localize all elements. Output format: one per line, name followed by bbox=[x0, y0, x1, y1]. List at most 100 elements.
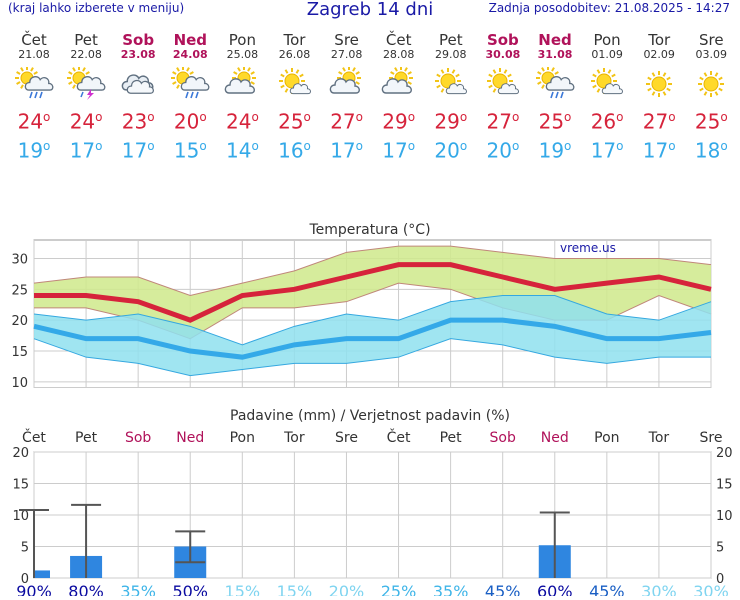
max-temp-band-upper bbox=[33, 245, 712, 297]
day-name: Pon bbox=[593, 31, 621, 49]
day-date: 23.08 bbox=[120, 48, 156, 61]
max-temp: 27o bbox=[330, 109, 363, 134]
day-name: Tor bbox=[283, 31, 306, 49]
day-name: Sob bbox=[486, 31, 519, 49]
sun-cloud-storm-icon bbox=[66, 66, 106, 101]
precip-probability: 30% bbox=[693, 582, 729, 596]
temp-chart-title: Temperatura (°C) bbox=[308, 222, 430, 238]
min-temp-band-lower bbox=[33, 338, 711, 377]
min-temp-band-upper bbox=[33, 295, 712, 346]
day-name: Sre bbox=[334, 31, 359, 49]
precip-y-tick: 5 bbox=[21, 541, 29, 556]
precip-x-label: Sob bbox=[490, 430, 516, 446]
day-date: 28.08 bbox=[382, 48, 415, 61]
precip-probability: 35% bbox=[433, 582, 469, 596]
day-column: Sre 03.09 25o 18o bbox=[685, 32, 737, 163]
menu-hint[interactable]: (kraj lahko izberete v meniju) bbox=[8, 1, 185, 15]
temperature-chart: Temperatura (°C) 10 15 20 25 30 vreme.us bbox=[11, 222, 712, 388]
temp-y-tick: 20 bbox=[11, 314, 28, 329]
day-column: Tor 02.09 27o 17o bbox=[633, 31, 685, 163]
day-name: Pet bbox=[74, 31, 98, 49]
precip-probability: 25% bbox=[381, 582, 417, 596]
sun-cloud-rain-icon bbox=[170, 66, 210, 101]
max-temp: 27o bbox=[642, 109, 676, 134]
min-temp: 17o bbox=[590, 138, 624, 163]
max-temp: 25o bbox=[694, 109, 728, 134]
precip-probability: 20% bbox=[329, 582, 365, 596]
temp-y-tick: 15 bbox=[11, 345, 28, 360]
sun-icon bbox=[639, 67, 679, 101]
day-date: 24.08 bbox=[172, 48, 208, 61]
day-date: 25.08 bbox=[226, 48, 259, 61]
precip-x-label: Sre bbox=[335, 430, 358, 446]
page-title: Zagreb 14 dni bbox=[306, 0, 434, 20]
max-temp: 25o bbox=[278, 109, 311, 134]
precip-x-label: Pet bbox=[75, 430, 98, 446]
max-temp-line bbox=[34, 262, 712, 323]
precip-probability: 50% bbox=[172, 582, 208, 596]
max-temp: 24o bbox=[225, 109, 259, 134]
watermark: vreme.us bbox=[560, 241, 616, 255]
precip-x-label: Sob bbox=[125, 430, 151, 446]
cloud-icon bbox=[118, 67, 158, 101]
min-temp: 17o bbox=[69, 138, 103, 163]
precip-y-tick-right: 0 bbox=[716, 572, 724, 587]
sun-cloud-rain-icon bbox=[14, 66, 54, 101]
precip-x-label: Ned bbox=[176, 430, 204, 446]
precip-y-tick: 15 bbox=[12, 478, 29, 493]
precip-y-tick-right: 15 bbox=[716, 478, 733, 493]
precip-probability: 45% bbox=[589, 582, 625, 596]
day-name: Sob bbox=[122, 31, 155, 49]
precip-x-label: Čet bbox=[22, 428, 46, 446]
day-date: 03.09 bbox=[695, 48, 728, 61]
day-column: Ned 24.08 20o 15o bbox=[164, 32, 216, 162]
temp-y-tick: 25 bbox=[11, 283, 28, 298]
day-name: Pon bbox=[228, 31, 256, 49]
min-temp: 17o bbox=[330, 138, 363, 163]
precip-x-label: Čet bbox=[387, 428, 411, 446]
precip-bar bbox=[34, 570, 50, 578]
day-name: Čet bbox=[21, 31, 47, 49]
day-date: 27.08 bbox=[330, 48, 363, 61]
precip-x-label: Ned bbox=[541, 430, 569, 446]
day-date: 21.08 bbox=[18, 48, 50, 61]
min-temp-band bbox=[34, 295, 711, 376]
day-column: Sob 30.08 27o 20o bbox=[477, 31, 529, 163]
day-date: 29.08 bbox=[435, 48, 467, 61]
precip-x-label: Sre bbox=[700, 430, 723, 446]
day-column: Ned 31.08 25o 19o bbox=[529, 32, 581, 162]
day-date: 31.08 bbox=[537, 48, 573, 61]
min-temp: 19o bbox=[17, 138, 51, 163]
sun-cloud-icon bbox=[379, 66, 419, 101]
min-temp: 14o bbox=[225, 138, 259, 163]
min-temp: 16o bbox=[278, 138, 311, 163]
max-temp: 27o bbox=[486, 109, 520, 134]
precip-y-tick: 0 bbox=[21, 572, 29, 587]
sun-small-cloud-icon bbox=[431, 67, 471, 101]
precip-y-tick-right: 5 bbox=[716, 541, 724, 556]
precip-probability: 90% bbox=[16, 582, 52, 596]
sun-cloud-icon bbox=[327, 66, 367, 101]
day-column: Sob 23.08 23o 17o bbox=[112, 31, 164, 163]
precip-x-label: Tor bbox=[283, 430, 305, 446]
day-column: Pon 01.09 26o 17o bbox=[581, 31, 633, 163]
min-temp-line bbox=[33, 317, 712, 360]
day-column: Tor 26.08 25o 16o bbox=[269, 31, 321, 163]
day-column: Pon 25.08 24o 14o bbox=[216, 32, 268, 162]
day-column: Pet 29.08 29o 20o bbox=[425, 32, 477, 163]
day-name: Ned bbox=[173, 31, 208, 49]
max-temp: 24o bbox=[69, 109, 103, 134]
day-column: Čet 28.08 29o 17o bbox=[373, 32, 425, 162]
forecast-days: Čet 21.08 24o 19o Pet 22.08 24o 17o Sob 23.08 23o 1… bbox=[8, 32, 736, 172]
day-date: 26.08 bbox=[278, 48, 311, 61]
day-column: Sre 27.08 27o 17o bbox=[321, 32, 373, 162]
precipitation-chart: Padavine (mm) / Verjetnost padavin (%) Če… bbox=[12, 408, 733, 596]
precip-x-label: Pet bbox=[440, 430, 463, 446]
day-name: Tor bbox=[648, 31, 671, 49]
sun-cloud-icon bbox=[222, 66, 262, 101]
precip-y-tick-right: 20 bbox=[716, 446, 733, 461]
sun-icon bbox=[691, 67, 731, 101]
temp-y-tick: 30 bbox=[11, 253, 28, 268]
precip-probability: 60% bbox=[537, 582, 573, 596]
min-temp: 20o bbox=[434, 138, 468, 163]
